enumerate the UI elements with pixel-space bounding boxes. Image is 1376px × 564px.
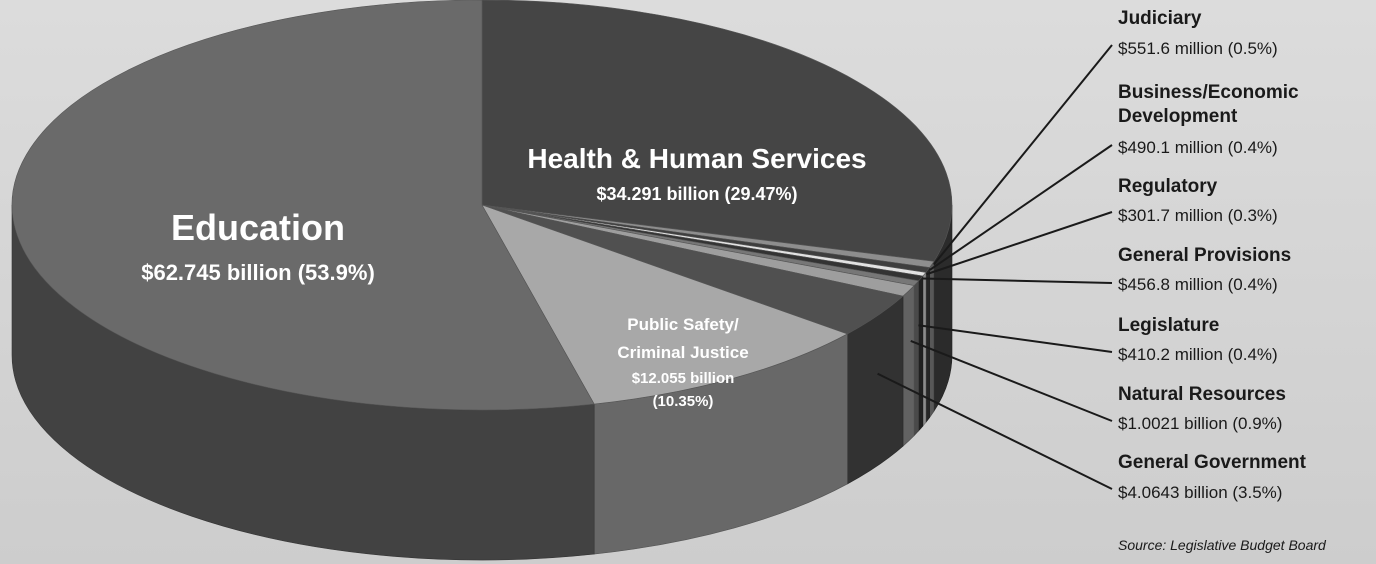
callout-natural-resources-value: $1.0021 billion (0.9%) <box>1118 414 1282 433</box>
callout-regulatory-title: Regulatory <box>1118 176 1218 197</box>
pie-side-general-provisions <box>918 275 924 432</box>
callout-list: Judiciary $551.6 million (0.5%) Business… <box>1118 8 1327 553</box>
public-safety-title-line2: Criminal Justice <box>617 343 748 362</box>
pie-side-natural-resources <box>902 284 915 447</box>
callout-general-government-value: $4.0643 billion (3.5%) <box>1118 483 1282 502</box>
leader-line-legislature <box>918 324 1113 353</box>
callout-business-title-line2: Development <box>1118 106 1238 127</box>
pie-side-regulatory <box>922 271 927 427</box>
callout-legislature-value: $410.2 million (0.4%) <box>1118 345 1278 364</box>
callout-general-government-title: General Government <box>1118 452 1307 473</box>
public-safety-value-line1: $12.055 billion <box>632 370 735 387</box>
education-slice-value: $62.745 billion (53.9%) <box>141 260 375 285</box>
pie-top-face <box>11 0 953 411</box>
pie-side-wall <box>11 204 953 561</box>
education-slice-title: Education <box>171 207 345 248</box>
public-safety-value-line2: (10.35%) <box>653 393 714 410</box>
callout-legislature-title: Legislature <box>1118 315 1219 336</box>
leader-line-natural-resources <box>910 339 1113 422</box>
leader-line-judiciary <box>933 44 1113 266</box>
source-note: Source: Legislative Budget Board <box>1118 537 1327 553</box>
callout-natural-resources-title: Natural Resources <box>1118 384 1286 405</box>
callout-leader-lines <box>877 44 1113 490</box>
public-safety-title-line1: Public Safety/ <box>627 315 739 334</box>
callout-general-provisions-value: $456.8 million (0.4%) <box>1118 275 1278 294</box>
pie-slice-public-safety-criminal-justice <box>481 204 849 405</box>
callout-business-title-line1: Business/Economic <box>1118 82 1299 103</box>
pie-slice-health-human-services <box>481 0 953 262</box>
pie-side-judiciary <box>929 260 935 419</box>
callout-judiciary-value: $551.6 million (0.5%) <box>1118 39 1278 58</box>
leader-line-general-provisions <box>922 277 1113 284</box>
pie-side-legislature <box>913 280 919 437</box>
leader-line-business-economic-development <box>929 144 1113 271</box>
callout-regulatory-value: $301.7 million (0.3%) <box>1118 206 1278 225</box>
callout-general-provisions-title: General Provisions <box>1118 245 1291 266</box>
health-slice-title: Health & Human Services <box>527 143 866 174</box>
callout-business-value: $490.1 million (0.4%) <box>1118 138 1278 157</box>
leader-line-general-government <box>877 372 1113 490</box>
pie-slice-education <box>11 0 595 411</box>
leader-line-regulatory <box>926 211 1113 276</box>
callout-judiciary-title: Judiciary <box>1118 8 1202 29</box>
health-slice-value: $34.291 billion (29.47%) <box>596 184 797 204</box>
